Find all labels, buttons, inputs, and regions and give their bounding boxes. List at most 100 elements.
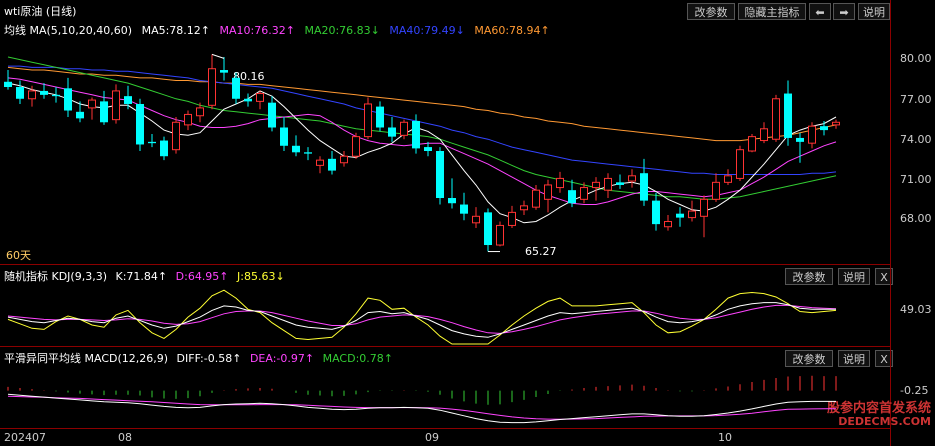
y-tick-74: 74.00: [900, 133, 932, 146]
candle-body-down: [124, 96, 132, 104]
macd-legend-label: 平滑异同平均线 MACD(12,26,9): [4, 352, 169, 365]
kdj-close-button[interactable]: X: [875, 268, 893, 285]
candle-body-down: [676, 213, 684, 218]
candle-body-up: [532, 189, 540, 208]
main-params-button[interactable]: 改参数: [687, 3, 735, 20]
candle-body-up: [496, 224, 504, 246]
candle-body-up: [28, 90, 36, 100]
x-tick-08: 08: [118, 431, 132, 444]
kdj-d-line: [7, 304, 837, 334]
candle-body-up: [472, 215, 480, 224]
candle-body-up: [736, 149, 744, 179]
ma40-value: MA40:79.49↓: [389, 24, 465, 37]
main-help-button[interactable]: 说明: [858, 3, 890, 20]
candle-body-up: [400, 121, 408, 136]
candle-body-down: [376, 106, 384, 128]
candle-body-down: [160, 140, 168, 157]
y-tick-kdj: 49.03: [900, 303, 932, 316]
candle-body-up: [520, 205, 528, 211]
candle-body-down: [820, 126, 828, 131]
macd-hist-value: MACD:0.78↑: [322, 352, 393, 365]
ma10-line: [7, 77, 837, 205]
candle-body-down: [268, 102, 276, 128]
candle-body-down: [568, 190, 576, 204]
period-label: 60天: [6, 249, 31, 262]
candle-body-down: [244, 98, 252, 102]
macd-legend: 平滑异同平均线 MACD(12,26,9) DIFF:-0.58↑ DEA:-0…: [4, 350, 398, 366]
hide-main-indicator-button[interactable]: 隐藏主指标: [738, 3, 806, 20]
low-annotation: 65.27: [525, 245, 557, 258]
candle-body-up: [184, 113, 192, 126]
candle-body-up: [628, 175, 636, 182]
candle-body-down: [292, 145, 300, 153]
kdj-d-value: D:64.95↑: [175, 270, 229, 283]
candle-body-down: [328, 158, 336, 171]
kdj-j-value: J:85.63↓: [237, 270, 285, 283]
macd-params-button[interactable]: 改参数: [785, 350, 833, 367]
candle-body-up: [664, 221, 672, 228]
ma40-line: [8, 65, 837, 175]
candle-body-up: [196, 107, 204, 117]
candle-body-down: [76, 111, 84, 119]
candle-body-down: [148, 141, 156, 144]
candle-body-down: [484, 212, 492, 246]
candle-body-down: [388, 127, 396, 137]
y-tick-68: 68.00: [900, 212, 932, 225]
candle-body-down: [4, 81, 12, 88]
high-leader-line: [211, 53, 225, 59]
candle-body-up: [556, 177, 564, 189]
candle-body-up: [712, 181, 720, 200]
ma10-value: MA10:76.32↑: [219, 24, 295, 37]
candle-body-down: [280, 127, 288, 146]
ma5-line: [7, 82, 837, 224]
candle-body-up: [340, 155, 348, 164]
scroll-right-button[interactable]: ➡: [833, 3, 855, 20]
kdj-k-value: K:71.84↑: [115, 270, 168, 283]
candle-body-down: [616, 182, 624, 185]
price-axis: [890, 0, 935, 446]
watermark-line-1: 股参内容首发系统: [826, 401, 931, 416]
candle-body-down: [40, 90, 48, 95]
macd-diff-line: [7, 393, 836, 424]
kdj-params-button[interactable]: 改参数: [785, 268, 833, 285]
y-tick-macd: -0.25: [900, 384, 929, 397]
candle-body-up: [724, 175, 732, 183]
candle-body-down: [412, 120, 420, 149]
candle-body-down: [652, 200, 660, 225]
candle-body-down: [796, 137, 804, 142]
ma-legend: 均线 MA(5,10,20,40,60) MA5:78.12↑ MA10:76.…: [4, 22, 556, 38]
x-tick-09: 09: [425, 431, 439, 444]
watermark-line-2: DEDECMS.COM: [838, 415, 931, 428]
macd-diff-value: DIFF:-0.58↑: [176, 352, 242, 365]
y-tick-71: 71.00: [900, 173, 932, 186]
macd-help-button[interactable]: 说明: [838, 350, 870, 367]
chart-canvas: [4, 53, 840, 424]
ma60-line: [7, 66, 837, 142]
candle-body-up: [808, 125, 816, 144]
kdj-pane-border: [0, 346, 890, 347]
ma5-value: MA5:78.12↑: [141, 24, 211, 37]
y-tick-80: 80.00: [900, 52, 932, 65]
candle-body-up: [172, 121, 180, 151]
macd-pane-border: [0, 428, 890, 429]
kdj-help-button[interactable]: 说明: [838, 268, 870, 285]
scroll-left-button[interactable]: ⬅: [809, 3, 831, 20]
macd-close-button[interactable]: X: [875, 350, 893, 367]
candle-body-up: [352, 136, 360, 157]
candle-body-up: [364, 103, 372, 138]
candle-body-up: [772, 98, 780, 140]
high-annotation: 80.16: [233, 70, 265, 83]
candle-body-up: [748, 136, 756, 152]
candle-body-down: [304, 152, 312, 154]
candle-body-down: [640, 173, 648, 201]
candle-body-down: [64, 88, 72, 111]
x-tick-202407: 202407: [4, 431, 46, 444]
candle-body-up: [544, 184, 552, 200]
kdj-j-line: [7, 289, 837, 345]
candle-body-up: [508, 211, 516, 226]
candle-body-up: [688, 210, 696, 219]
ma20-value: MA20:76.83↓: [304, 24, 380, 37]
ma60-value: MA60:78.94↑: [474, 24, 550, 37]
candle-body-up: [256, 93, 264, 102]
candle-body-up: [604, 177, 612, 191]
